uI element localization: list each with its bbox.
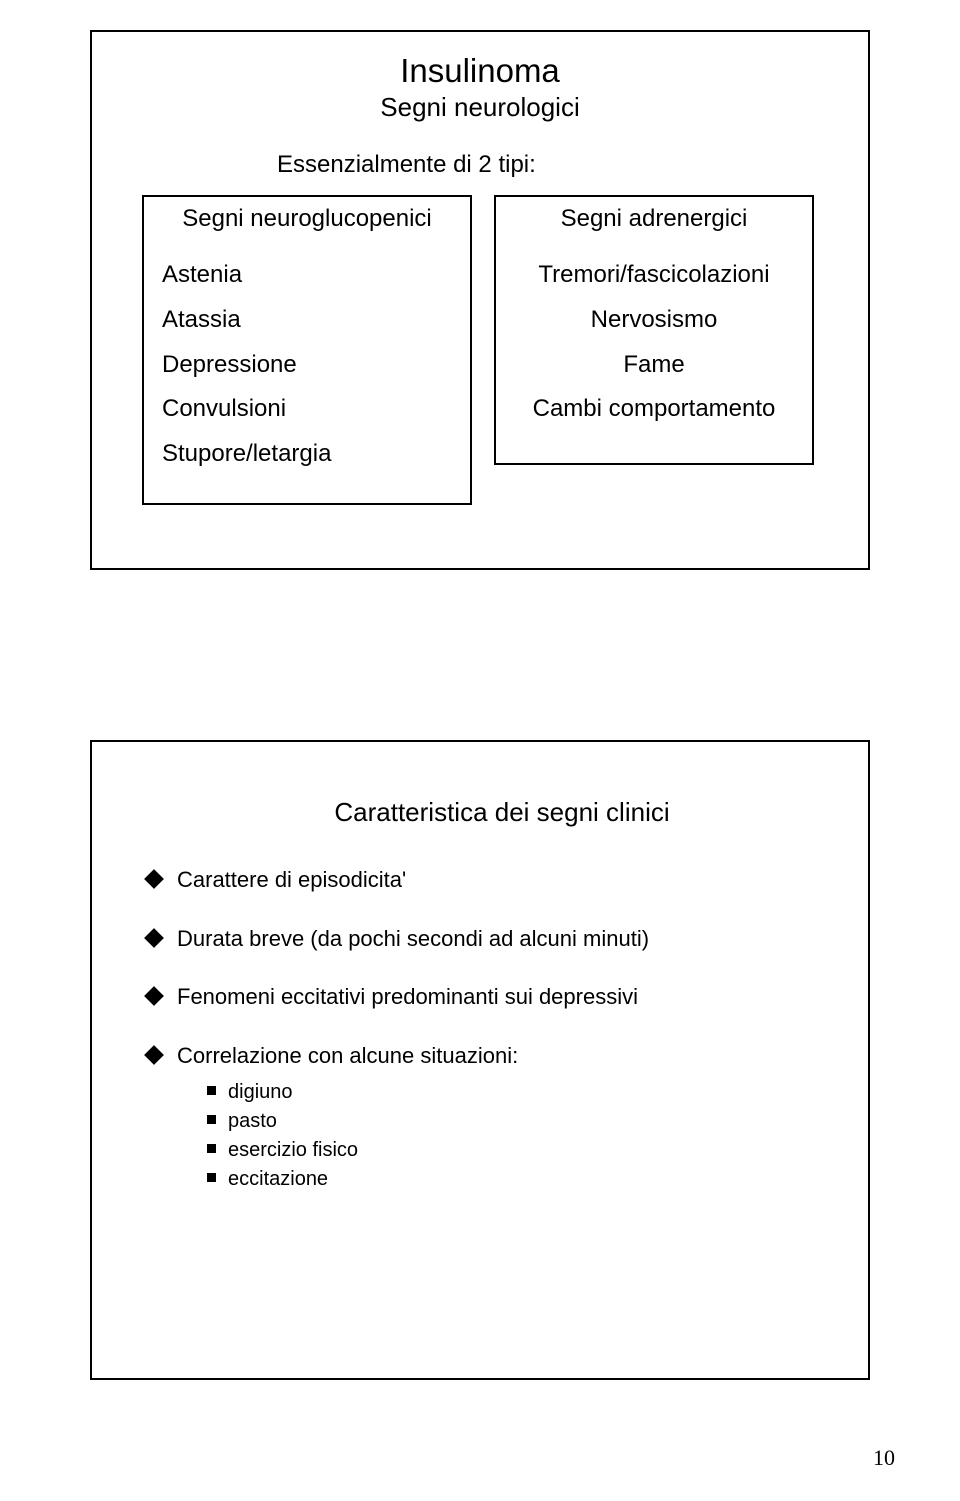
right-column-header: Segni adrenergici	[496, 197, 812, 241]
sub-item: eccitazione	[207, 1165, 868, 1194]
square-icon	[207, 1086, 216, 1095]
diamond-icon	[144, 986, 164, 1006]
bullet-item: Carattere di episodicita'	[147, 866, 868, 895]
right-column-box: Segni adrenergici Tremori/fascicolazioni…	[494, 195, 814, 465]
left-column-header: Segni neuroglucopenici	[144, 197, 470, 241]
slide-title: Insulinoma	[92, 52, 868, 90]
slide-subtitle: Segni neurologici	[92, 92, 868, 123]
sub-list: digiuno pasto esercizio fisico eccitazio…	[177, 1078, 868, 1194]
page-number: 10	[873, 1445, 895, 1471]
bullet-item: Correlazione con alcune situazioni: digi…	[147, 1042, 868, 1195]
diamond-icon	[144, 869, 164, 889]
sub-text: pasto	[228, 1107, 277, 1136]
slide-top: Insulinoma Segni neurologici Essenzialme…	[90, 30, 870, 570]
sub-item: esercizio fisico	[207, 1136, 868, 1165]
bullet-text-label: Correlazione con alcune situazioni:	[177, 1043, 518, 1068]
square-icon	[207, 1144, 216, 1153]
bullet-list: Carattere di episodicita' Durata breve (…	[92, 866, 868, 1194]
intro-text: Essenzialmente di 2 tipi:	[277, 151, 868, 179]
left-item: Depressione	[144, 343, 470, 388]
right-item: Cambi comportamento	[496, 387, 812, 432]
square-icon	[207, 1173, 216, 1182]
bullet-item: Fenomeni eccitativi predominanti sui dep…	[147, 983, 868, 1012]
sub-item: pasto	[207, 1107, 868, 1136]
two-column-wrap: Segni neuroglucopenici Astenia Atassia D…	[92, 195, 868, 505]
bullet-text: Carattere di episodicita'	[177, 866, 868, 895]
right-item: Fame	[496, 343, 812, 388]
right-item: Nervosismo	[496, 298, 812, 343]
bullet-text: Durata breve (da pochi secondi ad alcuni…	[177, 925, 868, 954]
sub-text: esercizio fisico	[228, 1136, 358, 1165]
left-item: Convulsioni	[144, 387, 470, 432]
diamond-icon	[144, 1045, 164, 1065]
sub-item: digiuno	[207, 1078, 868, 1107]
bullet-text: Fenomeni eccitativi predominanti sui dep…	[177, 983, 868, 1012]
square-icon	[207, 1115, 216, 1124]
diamond-icon	[144, 928, 164, 948]
slide-bottom: Caratteristica dei segni clinici Caratte…	[90, 740, 870, 1380]
left-item: Astenia	[144, 253, 470, 298]
sub-text: digiuno	[228, 1078, 293, 1107]
title-block: Insulinoma Segni neurologici	[92, 52, 868, 123]
left-item: Atassia	[144, 298, 470, 343]
left-item: Stupore/letargia	[144, 432, 470, 477]
bullet-text: Correlazione con alcune situazioni: digi…	[177, 1042, 868, 1195]
bullet-item: Durata breve (da pochi secondi ad alcuni…	[147, 925, 868, 954]
characteristics-title: Caratteristica dei segni clinici	[252, 797, 752, 828]
sub-text: eccitazione	[228, 1165, 328, 1194]
left-column-box: Segni neuroglucopenici Astenia Atassia D…	[142, 195, 472, 505]
right-item: Tremori/fascicolazioni	[496, 253, 812, 298]
